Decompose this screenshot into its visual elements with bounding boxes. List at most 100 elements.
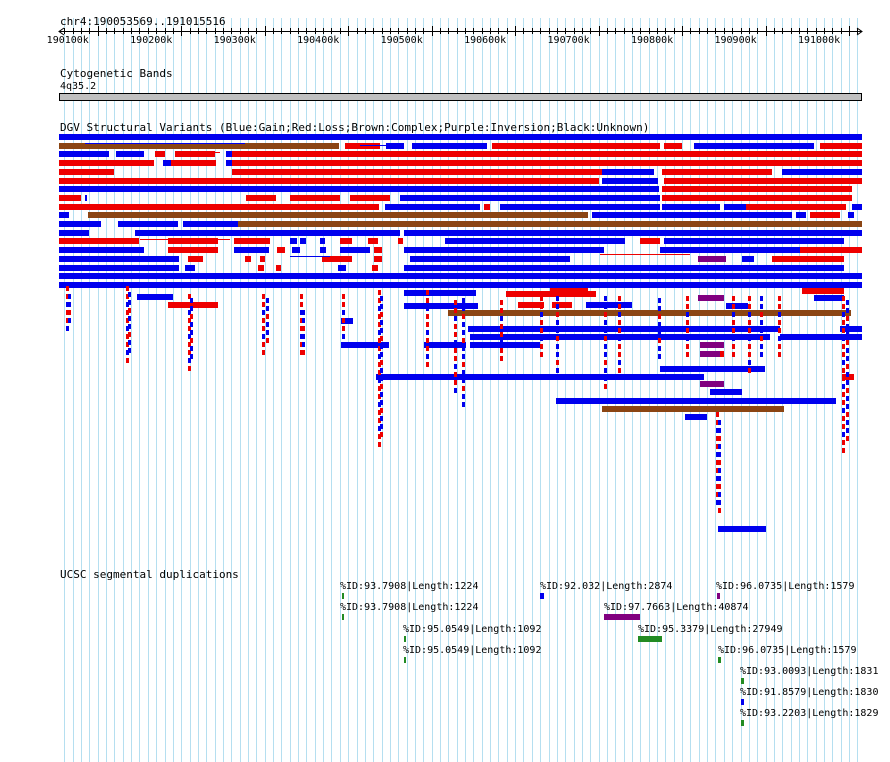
sv-gain-feature[interactable]	[404, 265, 844, 271]
sv-gain-feature[interactable]	[454, 340, 457, 345]
sv-gain-feature[interactable]	[556, 328, 559, 333]
sv-gain-feature[interactable]	[454, 316, 457, 321]
sv-loss-feature[interactable]	[262, 342, 265, 347]
sv-gain-feature[interactable]	[586, 302, 632, 308]
sv-loss-feature[interactable]	[618, 352, 621, 357]
sv-gain-feature[interactable]	[468, 326, 780, 332]
sv-gain-feature[interactable]	[778, 336, 781, 341]
sv-gain-span[interactable]	[360, 145, 390, 146]
sv-gain-feature[interactable]	[183, 221, 238, 227]
sv-loss-feature[interactable]	[604, 336, 607, 341]
sv-loss-feature[interactable]	[716, 436, 719, 441]
sv-gain-feature[interactable]	[454, 388, 457, 393]
sv-gain-feature[interactable]	[378, 354, 381, 359]
sv-gain-feature[interactable]	[462, 298, 465, 303]
sv-loss-feature[interactable]	[778, 328, 781, 333]
sv-gain-feature[interactable]	[686, 312, 689, 317]
sv-loss-feature[interactable]	[378, 298, 381, 303]
sv-loss-feature[interactable]	[300, 318, 303, 323]
sv-gain-feature[interactable]	[556, 296, 559, 301]
sv-gain-feature[interactable]	[500, 340, 503, 345]
sv-gain-feature[interactable]	[266, 322, 269, 327]
sv-loss-feature[interactable]	[378, 418, 381, 423]
sv-loss-feature[interactable]	[59, 204, 379, 210]
sv-gain-feature[interactable]	[846, 420, 849, 425]
sv-gain-feature[interactable]	[760, 304, 763, 309]
sv-loss-feature[interactable]	[550, 288, 588, 294]
sv-loss-span[interactable]	[600, 254, 690, 255]
sv-loss-feature[interactable]	[302, 326, 305, 331]
sv-gain-feature[interactable]	[716, 500, 719, 505]
sv-loss-feature[interactable]	[500, 348, 503, 353]
sv-loss-feature[interactable]	[188, 350, 191, 355]
sv-loss-feature[interactable]	[300, 294, 303, 299]
sv-loss-feature[interactable]	[846, 340, 849, 345]
sv-gain-feature[interactable]	[59, 282, 862, 288]
sv-gain-feature[interactable]	[300, 310, 303, 315]
sv-loss-feature[interactable]	[59, 238, 139, 244]
sv-gain-feature[interactable]	[716, 428, 719, 433]
sv-loss-feature[interactable]	[640, 238, 660, 244]
sv-gain-feature[interactable]	[302, 334, 305, 339]
sv-loss-feature[interactable]	[686, 328, 689, 333]
sv-loss-feature[interactable]	[276, 265, 281, 271]
sv-gain-feature[interactable]	[842, 384, 845, 389]
sv-gain-feature[interactable]	[404, 230, 862, 236]
sv-gain-feature[interactable]	[462, 370, 465, 375]
sv-complex-feature[interactable]	[88, 212, 588, 218]
sv-loss-feature[interactable]	[664, 143, 682, 149]
sv-loss-feature[interactable]	[188, 302, 191, 307]
sv-gain-feature[interactable]	[188, 358, 191, 363]
sv-loss-feature[interactable]	[842, 344, 845, 349]
sv-loss-feature[interactable]	[188, 326, 191, 331]
sv-gain-feature[interactable]	[290, 238, 297, 244]
sv-gain-feature[interactable]	[604, 296, 607, 301]
sv-loss-feature[interactable]	[802, 288, 844, 294]
sv-gain-feature[interactable]	[726, 303, 748, 309]
sv-gain-feature[interactable]	[342, 334, 345, 339]
segdup-feature[interactable]	[404, 657, 406, 663]
sv-gain-feature[interactable]	[126, 302, 129, 307]
sv-loss-feature[interactable]	[686, 344, 689, 349]
sv-loss-feature[interactable]	[716, 484, 719, 489]
sv-loss-feature[interactable]	[246, 195, 276, 201]
sv-inversion-feature[interactable]	[698, 295, 724, 301]
sv-inversion-feature[interactable]	[698, 256, 726, 262]
sv-gain-feature[interactable]	[320, 247, 326, 253]
sv-gain-feature[interactable]	[618, 360, 621, 365]
sv-gain-feature[interactable]	[376, 374, 704, 380]
sv-loss-feature[interactable]	[258, 265, 264, 271]
sv-gain-span[interactable]	[85, 143, 245, 144]
cytoband-bar[interactable]	[59, 93, 862, 101]
sv-gain-feature[interactable]	[658, 346, 661, 351]
sv-gain-feature[interactable]	[59, 273, 862, 279]
sv-loss-feature[interactable]	[746, 204, 846, 210]
sv-gain-feature[interactable]	[386, 143, 404, 149]
sv-loss-feature[interactable]	[126, 358, 129, 363]
sv-loss-feature[interactable]	[462, 338, 465, 343]
sv-gain-feature[interactable]	[500, 204, 660, 210]
sv-loss-feature[interactable]	[300, 302, 303, 307]
sv-gain-feature[interactable]	[846, 428, 849, 433]
sv-loss-feature[interactable]	[658, 314, 661, 319]
sv-loss-feature[interactable]	[846, 316, 849, 321]
sv-loss-feature[interactable]	[454, 332, 457, 337]
sv-gain-feature[interactable]	[814, 295, 844, 301]
sv-loss-feature[interactable]	[374, 256, 382, 262]
segdup-feature[interactable]	[540, 593, 544, 599]
sv-gain-feature[interactable]	[686, 336, 689, 341]
sv-loss-feature[interactable]	[820, 143, 862, 149]
sv-loss-feature[interactable]	[842, 352, 845, 357]
sv-gain-feature[interactable]	[190, 306, 193, 311]
sv-loss-feature[interactable]	[618, 296, 621, 301]
sv-loss-feature[interactable]	[540, 296, 543, 301]
sv-gain-feature[interactable]	[341, 342, 389, 348]
sv-gain-feature[interactable]	[500, 316, 503, 321]
sv-loss-feature[interactable]	[842, 304, 845, 309]
sv-loss-feature[interactable]	[232, 151, 862, 157]
sv-loss-feature[interactable]	[748, 304, 751, 309]
sv-gain-feature[interactable]	[556, 344, 559, 349]
sv-loss-feature[interactable]	[810, 212, 840, 218]
sv-gain-feature[interactable]	[85, 195, 87, 201]
sv-loss-feature[interactable]	[262, 326, 265, 331]
